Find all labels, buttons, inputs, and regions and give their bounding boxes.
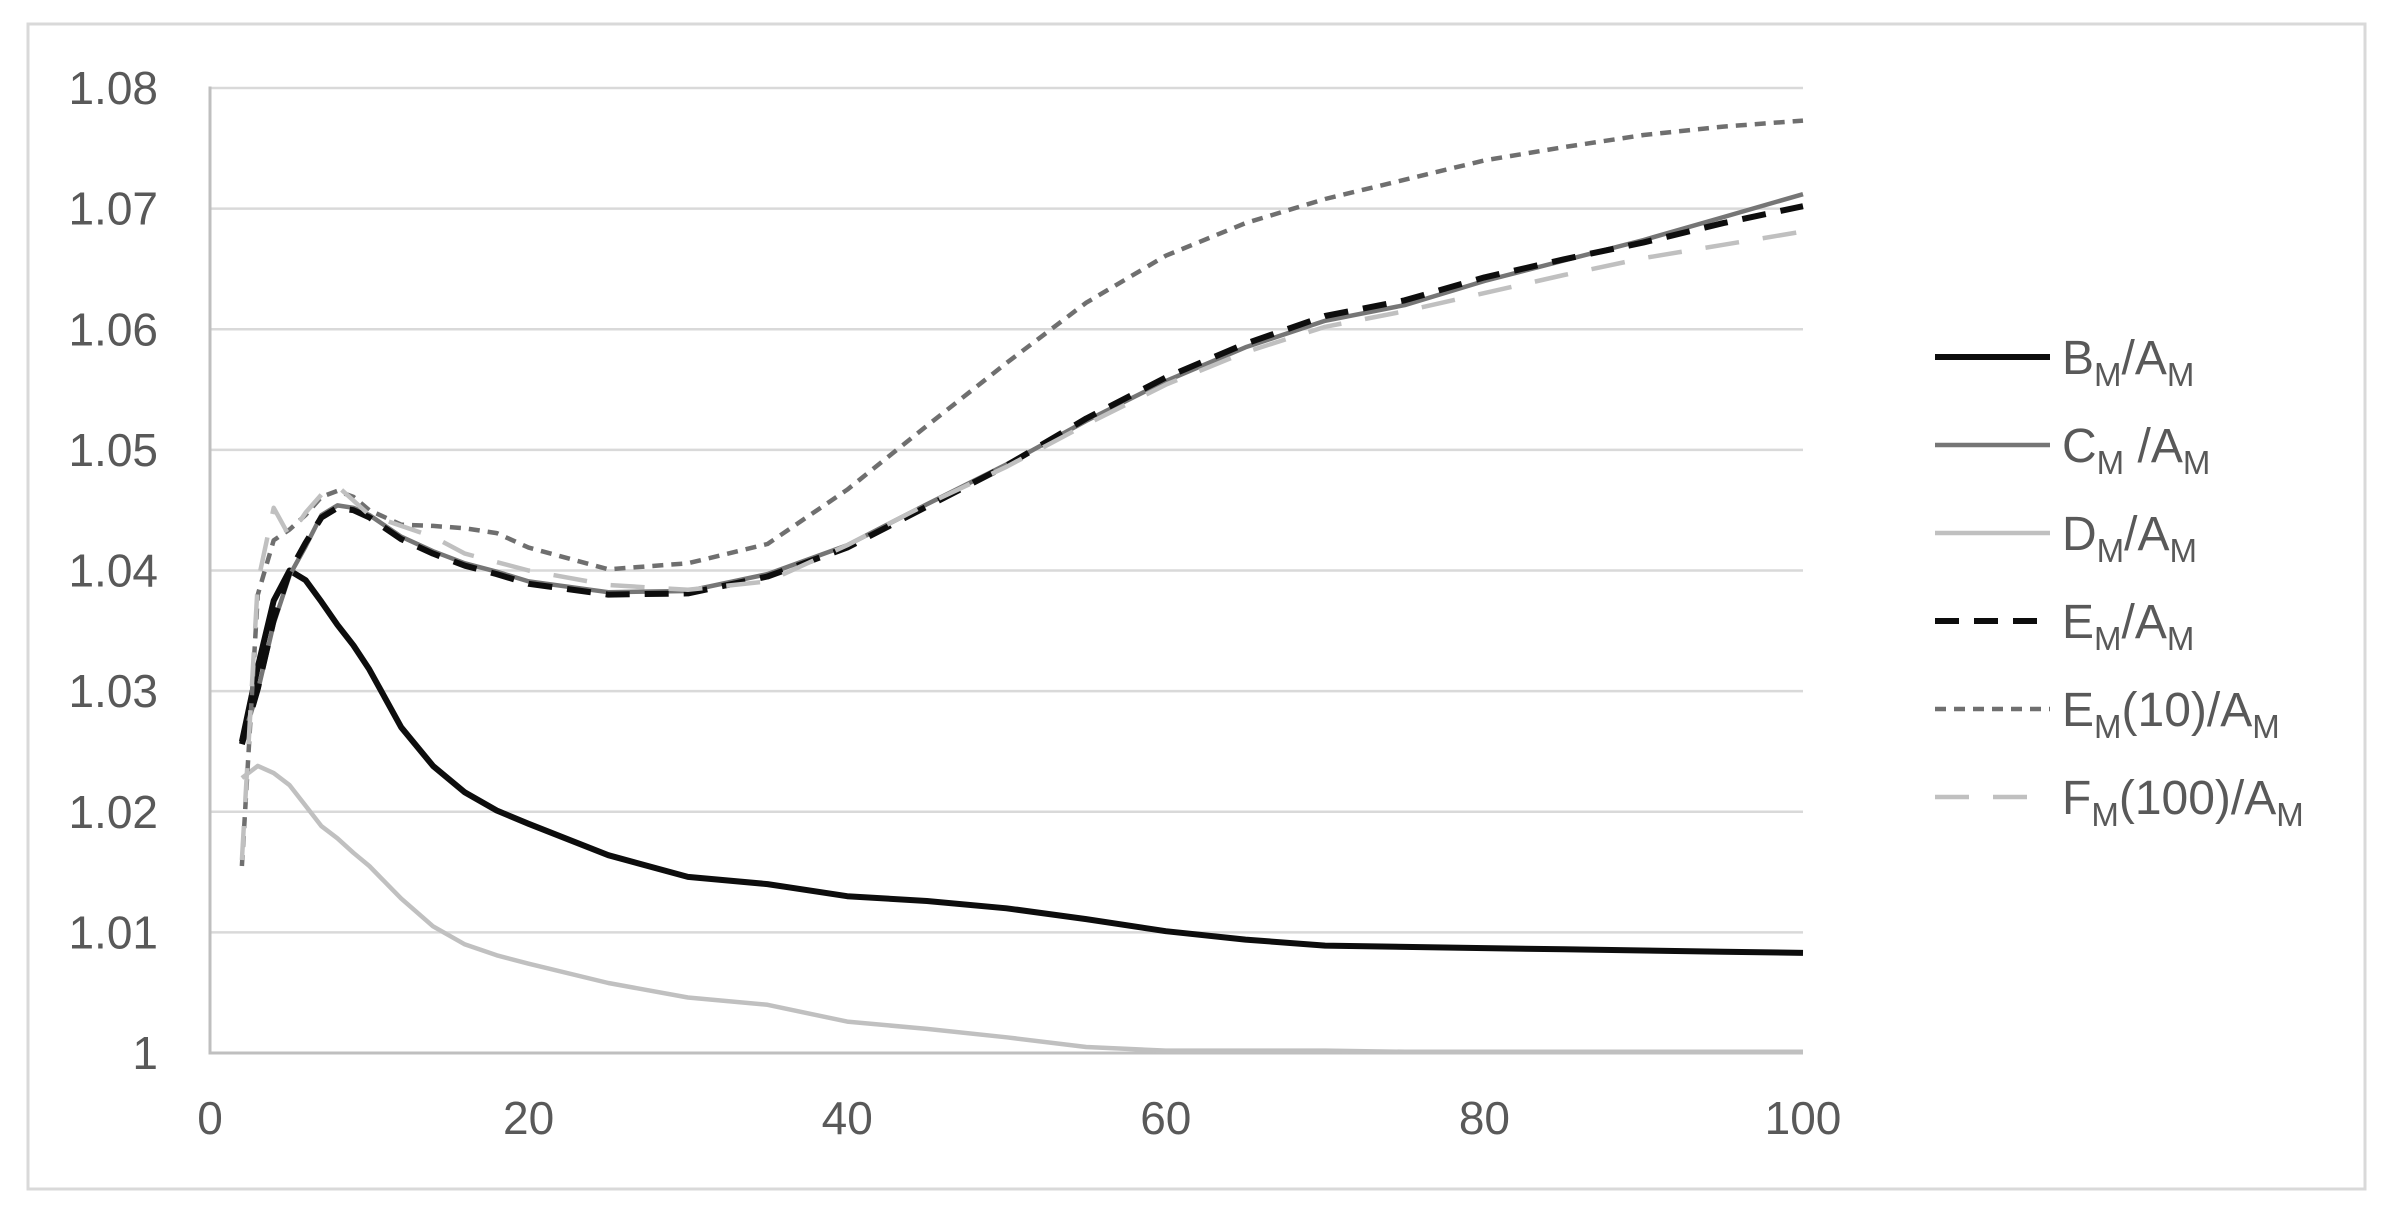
x-tick-label: 40 [822, 1092, 873, 1144]
legend-label-em10: EM(10)/AM [2062, 684, 2280, 745]
y-tick-labels-group: 1 1.01 1.02 1.03 1.04 1.05 1.06 1.07 1.08 [68, 62, 158, 1079]
series-group [238, 118, 1804, 1055]
y-tick-label: 1 [132, 1027, 158, 1079]
legend-label-dm: DM/AM [2062, 508, 2197, 569]
legend-item-bm: BM/AM [1935, 332, 2194, 393]
legend-label-bm: BM/AM [2062, 332, 2194, 393]
legend-label-cm: CM /AM [2062, 420, 2210, 481]
series-line-bm [238, 567, 1804, 956]
y-tick-label: 1.06 [68, 303, 158, 355]
y-tick-label: 1.03 [68, 665, 158, 717]
y-tick-label: 1.05 [68, 424, 158, 476]
legend-item-dm: DM/AM [1935, 508, 2197, 569]
legend-item-em10: EM(10)/AM [1935, 684, 2280, 745]
legend-label-fm100: FM(100)/AM [2062, 772, 2304, 833]
y-tick-label: 1.02 [68, 786, 158, 838]
legend-item-cm: CM /AM [1935, 420, 2210, 481]
legend-item-fm100: FM(100)/AM [1935, 772, 2304, 833]
series-line-dm [240, 763, 1803, 1055]
legend: BM/AM CM /AM DM/AM EM/AM EM(10)/AM FM(100)/AM [1935, 332, 2304, 833]
x-tick-label: 100 [1765, 1092, 1842, 1144]
series-line-em [239, 203, 1804, 746]
y-tick-label: 1.01 [68, 906, 158, 958]
x-tick-label: 0 [197, 1092, 223, 1144]
x-tick-label: 20 [503, 1092, 554, 1144]
chart-border [26, 22, 2367, 1191]
x-tick-labels-group: 0 20 40 60 80 100 [197, 1092, 1841, 1144]
legend-item-em: EM/AM [1935, 596, 2194, 657]
y-tick-label: 1.08 [68, 62, 158, 114]
series-line-fm100 [239, 229, 1804, 861]
y-tick-label: 1.04 [68, 545, 158, 597]
x-tick-label: 60 [1140, 1092, 1191, 1144]
y-tick-label: 1.07 [68, 183, 158, 235]
x-tick-label: 80 [1459, 1092, 1510, 1144]
legend-label-em: EM/AM [2062, 596, 2194, 657]
